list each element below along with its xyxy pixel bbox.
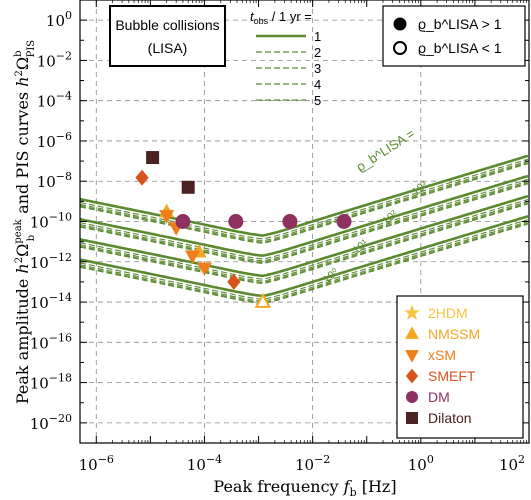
- data-point-xsm: [197, 262, 212, 277]
- pis-curve: [80, 203, 529, 285]
- x-tick-label: 10−2: [295, 453, 330, 474]
- data-point-xsm: [159, 210, 175, 224]
- pis-curve: [80, 162, 529, 243]
- pis-curve: [80, 182, 529, 263]
- x-tick-label: 10−4: [187, 453, 222, 474]
- tobs-legend-label: 3: [314, 61, 321, 76]
- y-tick-label: 10−8: [37, 170, 72, 191]
- model-legend-label: Dilaton: [428, 410, 472, 426]
- pis-curve: [80, 160, 529, 242]
- pis-curve: [80, 194, 529, 278]
- pis-curve: [80, 163, 529, 244]
- pis-curves: [80, 154, 529, 305]
- y-tick-label: 10−2: [37, 49, 72, 70]
- title-line-2: (LISA): [148, 40, 188, 56]
- pis-curve: [80, 154, 529, 237]
- model-legend-marker: [406, 412, 418, 424]
- pis-curve: [80, 215, 529, 298]
- pis-curve: [80, 183, 529, 264]
- pis-curve: [80, 198, 529, 280]
- title-box: Bubble collisions (LISA): [109, 5, 226, 67]
- pis-curve: [80, 158, 529, 240]
- benchmark-points: [135, 151, 352, 308]
- model-legend-marker: [405, 368, 419, 384]
- y-tick-label: 10−10: [30, 211, 72, 232]
- data-point-dm: [228, 214, 244, 229]
- data-point-dilaton: [181, 180, 195, 194]
- pis-curve: [80, 223, 529, 305]
- snr-legend-label: ϱ_b^LISA > 1: [418, 16, 502, 32]
- x-tick-label: 102: [499, 453, 525, 474]
- tobs-legend-label: 1: [314, 29, 321, 44]
- x-axis-label: Peak frequency fb [Hz]: [213, 477, 396, 499]
- pis-curve: [80, 222, 529, 304]
- pis-curve: [80, 219, 529, 300]
- model-legend-marker: [405, 326, 419, 339]
- pis-curve: [80, 221, 529, 302]
- model-legend-label: DM: [428, 389, 450, 405]
- model-legend-label: SMEFT: [428, 368, 476, 384]
- data-point-dm: [336, 214, 352, 229]
- y-tick-label: 10−4: [37, 90, 72, 111]
- model-legend-label: xSM: [428, 347, 456, 363]
- tobs-legend-label: 2: [314, 45, 321, 60]
- y-tick-label: 10−20: [30, 412, 72, 433]
- data-point-dm: [282, 214, 298, 229]
- y-tick-label: 100: [46, 9, 72, 30]
- snr-legend-label: ϱ_b^LISA < 1: [418, 40, 502, 56]
- pis-curve: [80, 180, 529, 262]
- snr-legend: ϱ_b^LISA > 1 ϱ_b^LISA < 1: [382, 5, 526, 67]
- model-legend-marker: [404, 304, 420, 320]
- x-tick-label: 10−6: [79, 453, 114, 474]
- axis-ticks: 10−6 10−4 10−2 100 102 100 10−2 10−4 10−6 10−8 10−…: [30, 0, 530, 474]
- pis-curve: [80, 178, 529, 260]
- x-tick-label: 100: [408, 453, 434, 474]
- model-legend-marker: [406, 391, 418, 403]
- model-legend-label: 2HDM: [428, 305, 468, 321]
- y-tick-label: 10−12: [30, 251, 72, 272]
- data-point-nmssm: [254, 292, 272, 308]
- title-line-1: Bubble collisions: [115, 17, 219, 33]
- y-tick-label: 10−16: [30, 331, 72, 352]
- snr-legend-marker: [393, 17, 407, 31]
- model-legend-label: NMSSM: [428, 326, 480, 342]
- pis-curve: [80, 200, 529, 282]
- y-tick-label: 10−14: [30, 291, 72, 312]
- tobs-header: tobs / 1 yr =: [250, 9, 312, 26]
- pis-curve: [80, 174, 529, 257]
- data-point-smeft: [135, 169, 149, 186]
- model-legend-marker: [405, 350, 419, 363]
- y-tick-label: 10−6: [37, 130, 72, 151]
- tobs-legend-label: 5: [314, 93, 321, 108]
- data-point-smeft: [227, 273, 241, 290]
- y-tick-label: 10−18: [30, 372, 72, 393]
- snr-legend-marker: [393, 41, 407, 55]
- pis-curve: [80, 202, 529, 283]
- model-legend: 2HDM NMSSM xSM SMEFT DM Dilaton: [396, 295, 524, 439]
- data-point-dilaton: [146, 151, 160, 165]
- data-point-xsm: [185, 250, 200, 264]
- data-point-dm: [175, 214, 191, 229]
- tobs-legend-label: 4: [314, 77, 321, 92]
